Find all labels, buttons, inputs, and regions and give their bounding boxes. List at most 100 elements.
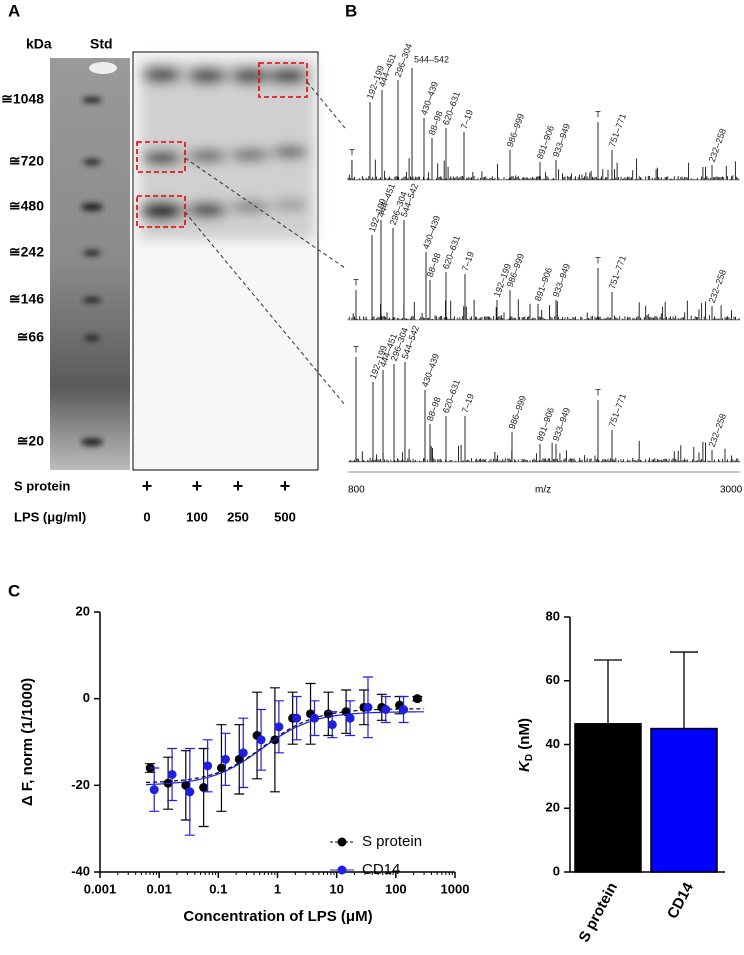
y-tick-label: 20 [546, 800, 560, 815]
peak-label: 232–258 [707, 412, 728, 448]
peak-label: 620–631 [441, 378, 462, 414]
peak-label: 933–949 [551, 262, 572, 298]
point [381, 705, 391, 714]
row-label: S protein [14, 478, 70, 493]
panel-label: C [8, 581, 20, 600]
point [345, 713, 355, 723]
marker-label: ≅242 [9, 244, 44, 260]
legend-marker [337, 865, 347, 875]
peak-label: 620–631 [441, 234, 462, 270]
legend-label: CD14 [362, 861, 400, 878]
point [327, 720, 337, 730]
peak-label: 430–439 [421, 214, 442, 250]
y-axis-label: KD (nM) [516, 718, 535, 772]
peak-label: 232–258 [707, 127, 728, 163]
point [181, 780, 191, 790]
peak-label: T [353, 344, 359, 354]
bar [650, 727, 718, 873]
x-tick-label: 100 [385, 881, 407, 896]
panel-label: B [345, 1, 357, 20]
point [216, 763, 226, 773]
axis-label: 800 [348, 485, 365, 496]
point [238, 748, 248, 758]
row-value: 500 [274, 509, 296, 524]
peak-label: 232–258 [707, 268, 728, 304]
point [220, 754, 230, 764]
highlight-box [136, 62, 308, 228]
y-tick-label: 60 [546, 672, 560, 687]
peak-label: 88–98 [425, 252, 443, 279]
point [399, 705, 409, 714]
axis-label: 3000 [720, 485, 743, 496]
x-tick-label: 1 [274, 881, 281, 896]
std-lane [50, 58, 130, 470]
y-tick-label: 80 [546, 608, 560, 623]
y-tick-label: 0 [553, 863, 560, 878]
peak-label: T [595, 387, 601, 397]
legend-label: S protein [362, 833, 422, 850]
y-axis-label: Δ F, norm (1/1000) [19, 678, 36, 806]
point [199, 783, 209, 792]
x-tick-label: S protein [576, 880, 622, 945]
peak-label: 544–542 [414, 54, 449, 64]
x-tick-label: 1000 [441, 881, 470, 896]
point [363, 702, 373, 712]
spectrum [348, 357, 740, 462]
row-value: 0 [143, 509, 150, 524]
marker-label: ≅66 [17, 329, 45, 345]
y-label-part: (nM) [516, 718, 533, 754]
y-tick-label: -40 [71, 863, 90, 878]
peak-label: 986–999 [507, 394, 528, 430]
marker-label: ≅1048 [1, 91, 44, 107]
point [256, 735, 266, 745]
spectrum [347, 68, 740, 180]
well [89, 62, 117, 74]
row-value: 100 [186, 509, 208, 524]
panel-label: A [8, 1, 20, 20]
x-tick-label: 0.001 [84, 881, 117, 896]
peak-label: T [353, 277, 359, 287]
row-label: LPS (μg/ml) [14, 509, 86, 524]
marker-label: ≅720 [9, 153, 44, 169]
error-bar [670, 651, 698, 729]
row-value: + [280, 476, 291, 496]
gel-std: Std [90, 36, 113, 52]
std-bands [81, 97, 103, 446]
row-value: + [142, 476, 153, 496]
x-tick-label: 0.01 [147, 881, 172, 896]
peak-label: 7–19 [459, 108, 475, 130]
peak-label: 751–771 [607, 112, 628, 148]
point [149, 785, 159, 795]
y-label-part: D [524, 754, 535, 761]
peak-label: 88–98 [425, 396, 443, 423]
fit-curve [146, 711, 425, 786]
peak-label: 986–999 [505, 112, 526, 148]
peak-label: 7–19 [460, 392, 476, 414]
axis-label: m/z [535, 485, 551, 496]
point [292, 713, 302, 723]
legend-marker [337, 837, 347, 847]
peak-label: 751–771 [607, 254, 628, 290]
y-tick-label: 20 [76, 603, 90, 618]
x-tick-label: 0.1 [209, 881, 227, 896]
fit-curve [146, 708, 425, 783]
peak-label: T [595, 255, 601, 265]
point [412, 694, 422, 704]
gel-bands [140, 60, 315, 240]
row-value: 250 [227, 509, 249, 524]
bar [574, 723, 642, 873]
peak-label: 891–906 [533, 266, 554, 302]
marker-label: ≅480 [9, 198, 44, 214]
point [203, 761, 213, 771]
peak-label: T [349, 147, 355, 157]
error-bar [594, 659, 622, 724]
y-tick-label: -20 [71, 777, 90, 792]
peak-label: 751–771 [607, 392, 628, 428]
row-value: + [192, 476, 203, 496]
x-tick-label: 10 [329, 881, 343, 896]
point [234, 754, 244, 764]
row-value: + [233, 476, 244, 496]
peak-label: T [595, 109, 601, 119]
peak-label: 430–439 [420, 352, 441, 388]
